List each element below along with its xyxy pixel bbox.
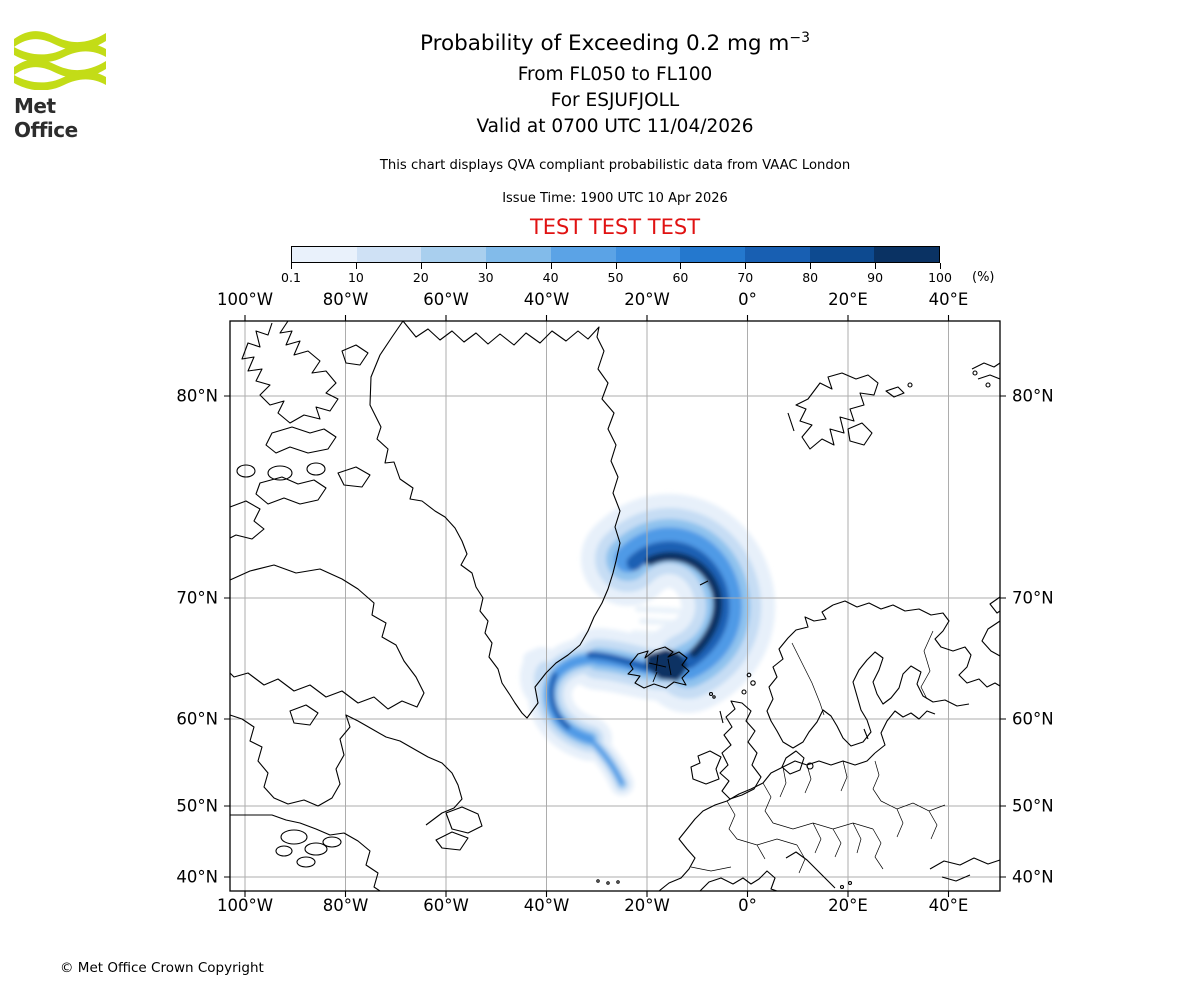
lon-tick-label-bottom: 100°W (216, 896, 274, 915)
qva-note: This chart displays QVA compliant probab… (379, 158, 851, 173)
page-title: Probability of Exceeding 0.2 mg m−3 (419, 30, 810, 57)
colorbar-tick-mark (680, 263, 682, 269)
colorbar-tick-label: 60 (672, 270, 689, 285)
colorbar-tick-label: 0.1 (281, 270, 301, 285)
great-britain-coast (719, 700, 762, 800)
lon-tick-label-top: 0° (738, 290, 757, 309)
lat-tick-label-left: 50°N (176, 796, 218, 816)
ireland-coast (690, 750, 722, 785)
lat-tick-label-right: 60°N (1012, 709, 1054, 729)
lon-tick-label-top: 40°E (928, 290, 969, 309)
colorbar-unit-label: (%) (972, 270, 995, 285)
colorbar-tick-mark (485, 263, 487, 269)
colorbar-tick-mark (745, 263, 747, 269)
map-canvas (224, 315, 1006, 897)
subtitle-volcano: For ESJUFJOLL (550, 90, 680, 111)
lat-tick-label-right: 50°N (1012, 796, 1054, 816)
colorbar-tick-mark (615, 263, 617, 269)
met-office-logo-text: Met Office (14, 94, 78, 142)
colorbar-segment (356, 247, 422, 262)
lat-tick-label-left: 60°N (176, 709, 218, 729)
lon-tick-label-top: 100°W (216, 290, 274, 309)
colorbar-tick-label: 90 (867, 270, 884, 285)
lon-tick-label-top: 80°W (322, 290, 369, 309)
lon-tick-label-bottom: 60°W (423, 896, 469, 915)
colorbar-tick-mark (291, 263, 292, 269)
colorbar-tick-mark (355, 263, 357, 269)
colorbar-tick-mark (810, 263, 812, 269)
lon-tick-label-top: 60°W (423, 290, 469, 309)
lon-tick-label-bottom: 20°W (624, 896, 670, 915)
lon-tick-label-bottom: 80°W (322, 896, 369, 915)
colorbar-tick-mark (550, 263, 552, 269)
colorbar-segment (615, 247, 681, 262)
colorbar-tick-mark (875, 263, 877, 269)
colorbar-tick-label: 80 (802, 270, 819, 285)
map-frame (224, 315, 1006, 897)
lon-tick-label-bottom: 20°E (828, 896, 868, 915)
greenland-coast (369, 320, 621, 719)
issue-time: Issue Time: 1900 UTC 10 Apr 2026 (502, 191, 728, 206)
colorbar-tick-label: 30 (477, 270, 494, 285)
subtitle-flight-levels: From FL050 to FL100 (517, 64, 713, 85)
colorbar-segment (550, 247, 616, 262)
scandinavia-coast (766, 604, 970, 749)
graticule-grid (230, 321, 1000, 891)
colorbar-tick-label: 20 (412, 270, 429, 285)
colorbar-tick-mark (940, 263, 941, 269)
lat-tick-label-right: 40°N (1012, 867, 1054, 887)
lon-tick-label-bottom: 40°E (928, 896, 969, 915)
colorbar-segment (680, 247, 745, 262)
colorbar-segment (874, 247, 940, 262)
colorbar-tick-label: 70 (737, 270, 754, 285)
colorbar-segment (292, 247, 357, 262)
ash-plume (520, 494, 776, 796)
copyright-notice: © Met Office Crown Copyright (60, 960, 264, 976)
met-office-waves-icon (14, 31, 106, 91)
test-banner: TEST TEST TEST (529, 215, 701, 239)
subtitle-valid-time: Valid at 0700 UTC 11/04/2026 (476, 116, 754, 137)
lat-tick-label-left: 40°N (176, 867, 218, 887)
country-borders (690, 630, 946, 874)
axis-tick-marks (224, 315, 1006, 897)
colorbar-segment (421, 247, 487, 262)
lat-tick-label-right: 70°N (1012, 588, 1054, 608)
colorbar-segment (809, 247, 875, 262)
title-exponent: −3 (789, 30, 810, 46)
lat-tick-label-left: 80°N (176, 386, 218, 406)
probability-colorbar (291, 246, 940, 263)
lon-tick-label-bottom: 0° (738, 896, 757, 915)
coastlines (229, 320, 1001, 892)
colorbar-tick-label: 10 (347, 270, 364, 285)
colorbar-tick-label: 50 (607, 270, 624, 285)
met-office-logo: Met Office (14, 26, 114, 142)
lon-tick-label-top: 40°W (523, 290, 570, 309)
lon-tick-label-top: 20°W (624, 290, 670, 309)
colorbar-segment (486, 247, 551, 262)
colorbar-tick-label: 100 (928, 270, 952, 285)
lon-tick-label-bottom: 40°W (523, 896, 570, 915)
lon-tick-label-top: 20°E (828, 290, 868, 309)
colorbar-segment (744, 247, 810, 262)
europe-coast (658, 752, 876, 892)
colorbar-tick-mark (420, 263, 422, 269)
colorbar-tick-label: 40 (542, 270, 559, 285)
iceland-coast (627, 646, 690, 689)
lat-tick-label-right: 80°N (1012, 386, 1054, 406)
lat-tick-label-left: 70°N (176, 588, 218, 608)
